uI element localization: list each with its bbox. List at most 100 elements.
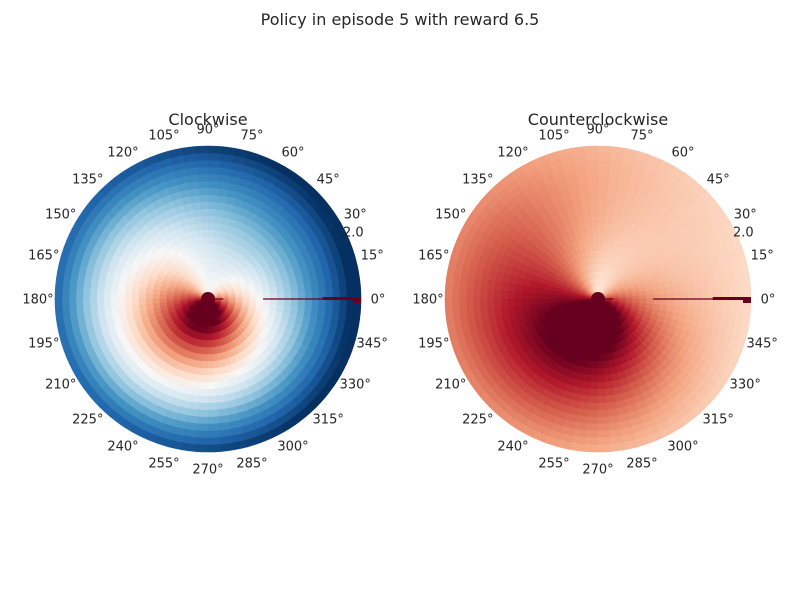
heatmap-cell — [472, 287, 481, 300]
heatmap-cell — [528, 292, 536, 300]
center-marker — [591, 292, 605, 306]
heatmap-cell — [465, 298, 474, 311]
heatmap-cell — [587, 409, 599, 418]
heatmap-cell — [653, 293, 661, 300]
heatmap-cell — [207, 444, 222, 453]
heatmap-cell — [194, 444, 209, 453]
heatmap-cell — [61, 298, 70, 313]
heatmap-cell — [55, 272, 65, 287]
heatmap-cell — [191, 380, 202, 390]
theta-tick-label: 315° — [313, 413, 344, 428]
theta-tick-label: 45° — [707, 172, 730, 187]
heatmap-cell — [204, 326, 209, 335]
heatmap-cell — [465, 287, 474, 300]
heatmap-cell — [194, 152, 209, 161]
heatmap-cell — [597, 201, 607, 210]
heatmap-cell — [610, 442, 625, 452]
heatmap-cell — [660, 298, 668, 306]
heatmap-cell — [269, 304, 278, 312]
heatmap-cell — [594, 333, 599, 342]
heatmap-cell — [500, 281, 510, 292]
heatmap-cell — [586, 416, 599, 425]
heatmap-cell — [117, 290, 126, 300]
heatmap-cell — [479, 298, 488, 310]
heatmap-cell — [296, 281, 306, 292]
heatmap-cell — [741, 311, 751, 326]
heatmap-cell — [589, 208, 599, 217]
heatmap-cell — [199, 388, 209, 397]
heatmap-cell — [555, 295, 564, 300]
heatmap-cell — [472, 298, 481, 311]
heatmap-cell — [584, 145, 599, 154]
heatmap-cell — [618, 298, 627, 302]
heatmap-cell — [200, 215, 209, 224]
heatmap-cell — [203, 340, 209, 348]
heatmap-cell — [581, 380, 592, 390]
heatmap-cell — [741, 272, 751, 287]
theta-tick-label: 285° — [626, 457, 657, 472]
heatmap-cell — [694, 289, 703, 300]
heatmap-cell — [145, 298, 153, 305]
heatmap-cell — [549, 294, 557, 300]
counterclockwise-panel: Counterclockwise 0° 15° 30° 45° 60° 75° 90° 105… — [412, 110, 778, 478]
heatmap-cell — [207, 152, 222, 161]
heatmap-cell — [235, 298, 244, 303]
heatmap-cell — [500, 298, 509, 308]
heatmap-cell — [597, 402, 609, 411]
heatmap-cell — [207, 374, 216, 383]
heatmap-cell — [486, 288, 495, 300]
heatmap-cell — [604, 208, 615, 218]
heatmap-cell — [673, 298, 682, 307]
heatmap-cell — [195, 159, 209, 168]
heatmap-cell — [500, 290, 509, 300]
heatmap-cell — [165, 295, 174, 300]
heatmap-cell — [68, 298, 77, 312]
figure-title: Policy in episode 5 with reward 6.5 — [260, 10, 540, 29]
heatmap-cell — [249, 298, 257, 304]
heatmap-cell — [103, 298, 112, 309]
heatmap-cell — [220, 442, 235, 452]
heatmap-cell — [593, 340, 599, 348]
heatmap-cell — [296, 306, 306, 317]
heading-segment — [322, 297, 361, 300]
heatmap-cell — [653, 298, 661, 305]
heatmap-cell — [597, 243, 604, 251]
theta-tick-label: 195° — [28, 336, 59, 351]
heatmap-cell — [117, 298, 126, 308]
heatmap-cell — [672, 305, 682, 314]
heatmap-cell — [589, 388, 599, 397]
heatmap-cell — [486, 298, 495, 310]
heatmap-cell — [673, 291, 682, 300]
heatmap-cell — [580, 387, 591, 397]
clockwise-panel: Clockwise 0° 15° 30° 45° 60° 75° 90° 105° 120° 13… — [22, 110, 388, 478]
heatmap-cell — [138, 298, 146, 306]
theta-tick-label: 255° — [538, 457, 569, 472]
heatmap-cell — [202, 354, 209, 362]
heatmap-cell — [207, 236, 214, 244]
heatmap-cell — [597, 229, 605, 237]
theta-tick-label: 165° — [418, 249, 449, 264]
heatmap-cell — [61, 285, 70, 300]
heatmap-cell — [152, 293, 160, 300]
heatmap-cell — [190, 387, 201, 397]
heatmap-cell — [521, 285, 530, 294]
heatmap-cell — [597, 444, 612, 453]
heatmap-cell — [131, 298, 140, 306]
theta-tick-label: 135° — [462, 172, 493, 187]
heatmap-cell — [586, 166, 599, 175]
heatmap-cell — [605, 201, 616, 211]
heatmap-cell — [353, 285, 362, 300]
heatmap-cell — [686, 281, 696, 292]
heatmap-cell — [89, 298, 98, 310]
heatmap-cell — [199, 201, 209, 210]
heatmap-cell — [199, 381, 209, 390]
counterclockwise-theta-ticks: 0° 15° 30° 45° 60° 75° 90° 105° 120° 135° 150° 165°… — [412, 123, 778, 478]
heatmap-cell — [597, 208, 607, 217]
heatmap-cell — [82, 287, 91, 300]
heatmap-cell — [197, 402, 209, 411]
theta-tick-label: 0° — [761, 293, 776, 308]
heatmap-cell — [205, 319, 209, 328]
heatmap-cell — [592, 354, 599, 362]
heatmap-cell — [318, 298, 327, 310]
heatmap-cell — [179, 296, 188, 300]
